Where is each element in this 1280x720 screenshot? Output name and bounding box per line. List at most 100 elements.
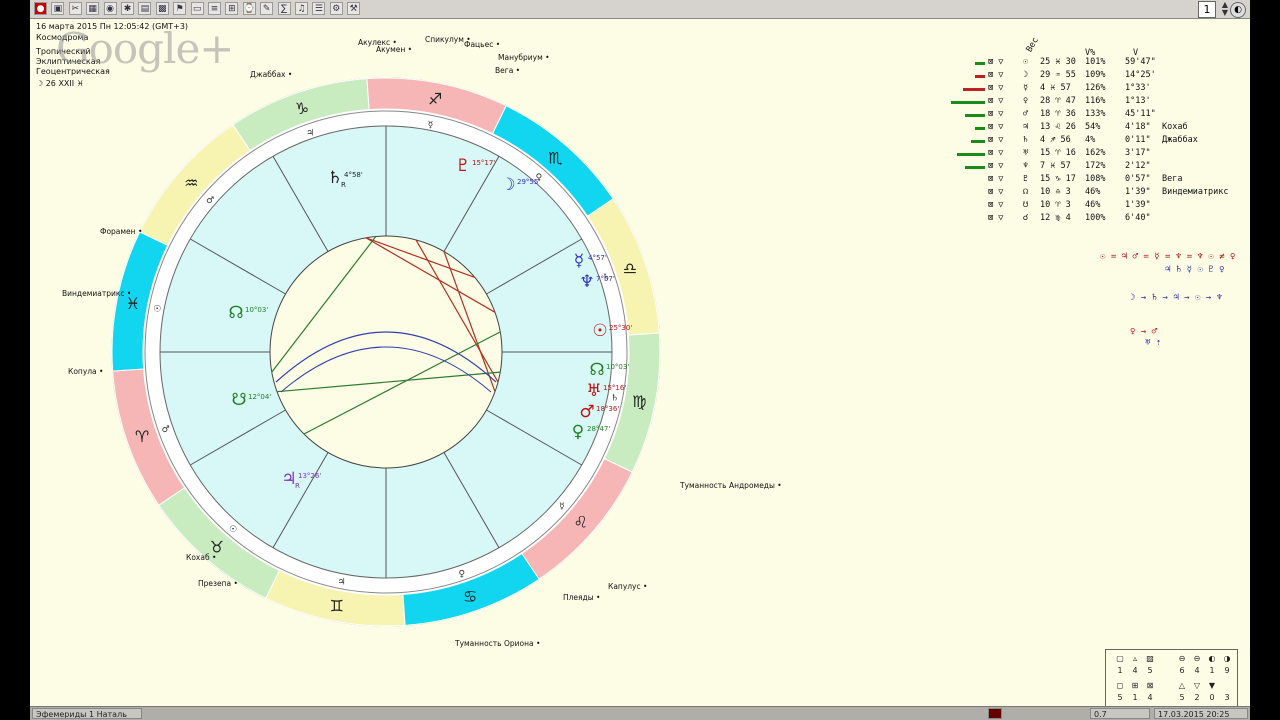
status-bar: Эфемериды 1 Наталь 0.7 17.03.2015 20:25 bbox=[30, 706, 1250, 720]
gear-button[interactable]: ⚙ bbox=[329, 2, 343, 15]
planet-position: 15 ♑ 17 bbox=[1040, 174, 1076, 184]
planet-position: 25 ♓ 30 bbox=[1040, 57, 1076, 67]
inner-circle bbox=[269, 235, 503, 469]
planet-icon: ♀ bbox=[572, 422, 584, 442]
aspect-line bbox=[280, 346, 492, 393]
planet-speed-pct: 172% bbox=[1085, 161, 1106, 171]
zodiac-sign-icon: ♊ bbox=[330, 596, 344, 615]
fixed-star-label: Спикулум • bbox=[425, 35, 471, 44]
menu-button[interactable]: ≡ bbox=[208, 2, 221, 15]
weight-bar bbox=[971, 140, 985, 143]
system-type: Геоцентрическая bbox=[36, 67, 110, 76]
planet-speed: 0'57" bbox=[1125, 174, 1151, 184]
chain-line-2: ♀ → ♂ bbox=[1130, 327, 1158, 337]
planet-icon: ♅ bbox=[586, 381, 601, 401]
chain-line-1: ☽ → ♄ → ♃ → ☉ → ♆ bbox=[1130, 293, 1223, 303]
decan-ruler-icon: ☿ bbox=[559, 502, 565, 512]
aspect-type-icon: ◐ bbox=[1208, 654, 1216, 663]
wrench-button[interactable]: ⚒ bbox=[347, 2, 361, 15]
calc-button[interactable]: ∑ bbox=[277, 2, 291, 15]
time-button[interactable]: ⌚ bbox=[242, 2, 256, 15]
ephem-button[interactable]: ☰ bbox=[312, 2, 326, 15]
fixed-star-label: Туманность Андромеды • bbox=[679, 481, 782, 490]
aspect-marker-icon: ⊠ ▽ bbox=[988, 135, 1004, 145]
natal-chart: ♈♉♊ ♋♌♍♎♏♐♑♒♓♂☉♃♀☿♄♄♀☿♃♂☉♄ 4°58'R♇ 15°17'☽ 2… bbox=[62, 35, 782, 648]
chart-button[interactable]: ▦ bbox=[86, 2, 100, 15]
aspect-line bbox=[443, 251, 496, 392]
bell-button[interactable]: ♫ bbox=[295, 2, 308, 15]
planet-degree: 28°47' bbox=[587, 425, 610, 433]
decan-ruler-icon: ☿ bbox=[428, 120, 434, 130]
page-number-field[interactable]: 1 bbox=[1198, 1, 1216, 18]
planet-speed-pct: 100% bbox=[1085, 213, 1106, 223]
fixed-star-label: Акумен • bbox=[376, 45, 412, 54]
planet-glyph-icon: ☿ bbox=[1023, 83, 1029, 93]
planet-position: 4 ♐ 56 bbox=[1040, 135, 1071, 145]
globe-button[interactable]: ◉ bbox=[103, 2, 117, 15]
planet-icon: ♇ bbox=[455, 156, 470, 176]
aspect-marker-icon: ⊠ ▽ bbox=[988, 96, 1004, 106]
planet-speed-pct: 133% bbox=[1085, 109, 1106, 119]
planet-glyph-icon: ♆ bbox=[1023, 161, 1029, 171]
note-button[interactable]: ✎ bbox=[260, 2, 274, 15]
planet-icon: ☊ bbox=[228, 303, 243, 323]
fixed-star-label: Капулус • bbox=[608, 582, 647, 591]
status-datetime: 17.03.2015 20:25 bbox=[1154, 708, 1248, 719]
conjunct-star: Кохаб bbox=[1162, 122, 1188, 132]
planet-glyph-icon: ♃ bbox=[1023, 122, 1029, 132]
planet-glyph-icon: ☊ bbox=[1023, 187, 1029, 197]
planet-speed: 59'47" bbox=[1125, 57, 1156, 67]
coord-type: Эклиптическая bbox=[36, 57, 101, 66]
planet-position: 10 ♎ 3 bbox=[1040, 187, 1071, 197]
photo-button[interactable]: ▩ bbox=[155, 2, 169, 15]
close-red-button[interactable]: ● bbox=[34, 2, 47, 15]
fixed-star-label: Виндемиатрикс • bbox=[62, 289, 131, 298]
zodiac-sign-icon: ♏ bbox=[548, 148, 562, 167]
tools-button[interactable]: ✂ bbox=[68, 2, 82, 15]
aspect-type-icon: △ bbox=[1178, 681, 1186, 690]
conjunct-star: Вега bbox=[1162, 174, 1183, 184]
fixed-star-label: Копула • bbox=[68, 367, 103, 376]
app-window: ● ▣ ✂ ▦ ◉ ✱ ▤ ▩ ⚑ ▭ ≡ ⊞ ⌚ ✎ ∑ ♫ ☰ ⚙ ⚒ 1 ▲ ▼ ◐ 16 марта 2015… bbox=[30, 0, 1250, 720]
aspect-line bbox=[365, 237, 476, 279]
aspect-line bbox=[365, 237, 496, 313]
aspect-type-icon: ◑ bbox=[1223, 654, 1231, 663]
aspect-marker-icon: ⊠ ▽ bbox=[988, 161, 1004, 171]
aspect-marker-icon: ⊠ ▽ bbox=[988, 83, 1004, 93]
planet-degree: 4°58' bbox=[344, 171, 363, 179]
chain-line-3: ♅ ⇡ bbox=[1145, 338, 1162, 348]
fixed-star-label: Манубриум • bbox=[498, 53, 550, 62]
crop-button[interactable]: ▣ bbox=[51, 2, 65, 15]
aspect-type-icon: ⊠ bbox=[1146, 681, 1154, 690]
moon-day-value: 26 XXII bbox=[45, 79, 75, 88]
planet-position: 12 ♍ 4 bbox=[1040, 213, 1071, 223]
chart2-button[interactable]: ▤ bbox=[138, 2, 152, 15]
chart-place: Космодрома bbox=[36, 33, 89, 42]
status-orb: 0.7 bbox=[1090, 708, 1150, 719]
star-button[interactable]: ✱ bbox=[121, 2, 134, 15]
page-spinner[interactable]: ▲ ▼ bbox=[1221, 0, 1228, 17]
table-header: V bbox=[1133, 48, 1139, 58]
aspect-type-icon: ▨ bbox=[1146, 654, 1154, 663]
toolbar: ● ▣ ✂ ▦ ◉ ✱ ▤ ▩ ⚑ ▭ ≡ ⊞ ⌚ ✎ ∑ ♫ ☰ ⚙ ⚒ bbox=[30, 0, 1250, 19]
planet-glyph-icon: ♄ bbox=[1023, 135, 1029, 145]
planet-degree: 15°16' bbox=[603, 384, 626, 392]
planet-degree: 7°57' bbox=[596, 275, 615, 283]
planet-speed: 3'17" bbox=[1125, 148, 1151, 158]
zodiac-type: Тропический bbox=[36, 47, 91, 56]
planet-speed: 2'12" bbox=[1125, 161, 1151, 171]
conjunct-star: Джаббах bbox=[1162, 135, 1198, 145]
aspect-count: 0 bbox=[1209, 693, 1215, 702]
planet-speed: 1'39" bbox=[1125, 187, 1151, 197]
aspect-line bbox=[275, 331, 497, 383]
flag-button[interactable]: ⚑ bbox=[173, 2, 187, 15]
close-icon[interactable]: ◐ bbox=[1230, 2, 1246, 18]
weight-bar bbox=[965, 166, 985, 169]
aspect-count: 1 bbox=[1209, 666, 1215, 675]
aspect-button[interactable]: ⊞ bbox=[225, 2, 239, 15]
aspect-marker-icon: ⊠ ▽ bbox=[988, 213, 1004, 223]
planet-speed-pct: 116% bbox=[1085, 96, 1106, 106]
planet-degree: 15°17' bbox=[472, 159, 495, 167]
page-button[interactable]: ▭ bbox=[190, 2, 204, 15]
planet-position: 10 ♈ 3 bbox=[1040, 200, 1071, 210]
